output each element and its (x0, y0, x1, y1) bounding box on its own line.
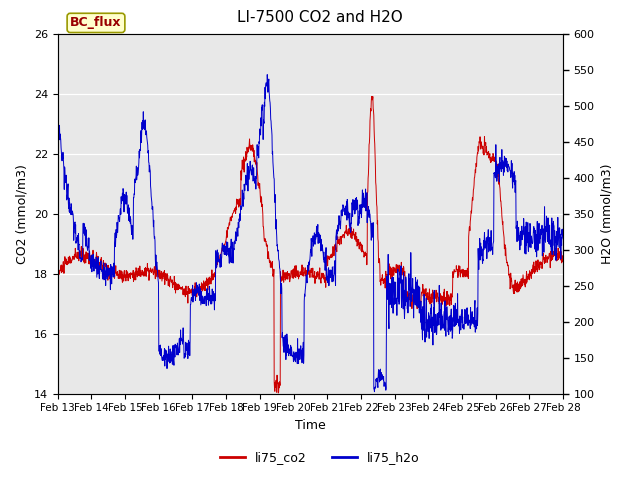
li75_h2o (527, 233, 535, 239)
li75_co2 (283, 270, 291, 276)
X-axis label: Time: Time (295, 419, 326, 432)
li75_co2 (144, 265, 152, 271)
li75_h2o (144, 150, 152, 156)
li75_h2o (283, 352, 291, 358)
li75_h2o (403, 299, 410, 305)
li75_co2 (368, 94, 376, 99)
Line: li75_co2: li75_co2 (58, 96, 563, 393)
li75_h2o (313, 223, 321, 229)
li75_h2o (264, 72, 271, 77)
li75_co2 (54, 266, 61, 272)
Y-axis label: CO2 (mmol/m3): CO2 (mmol/m3) (15, 164, 28, 264)
li75_co2 (313, 276, 321, 281)
li75_co2 (559, 259, 567, 265)
li75_co2 (275, 390, 282, 396)
li75_co2 (527, 276, 535, 281)
li75_h2o (63, 192, 71, 198)
Legend: li75_co2, li75_h2o: li75_co2, li75_h2o (215, 446, 425, 469)
Text: LI-7500 CO2 and H2O: LI-7500 CO2 and H2O (237, 10, 403, 24)
Line: li75_h2o: li75_h2o (58, 74, 563, 392)
Text: BC_flux: BC_flux (70, 16, 122, 29)
li75_co2 (403, 296, 410, 301)
li75_h2o (559, 236, 567, 242)
li75_h2o (54, 105, 61, 110)
Y-axis label: H2O (mmol/m3): H2O (mmol/m3) (600, 163, 613, 264)
li75_h2o (371, 389, 378, 395)
li75_co2 (63, 261, 71, 267)
